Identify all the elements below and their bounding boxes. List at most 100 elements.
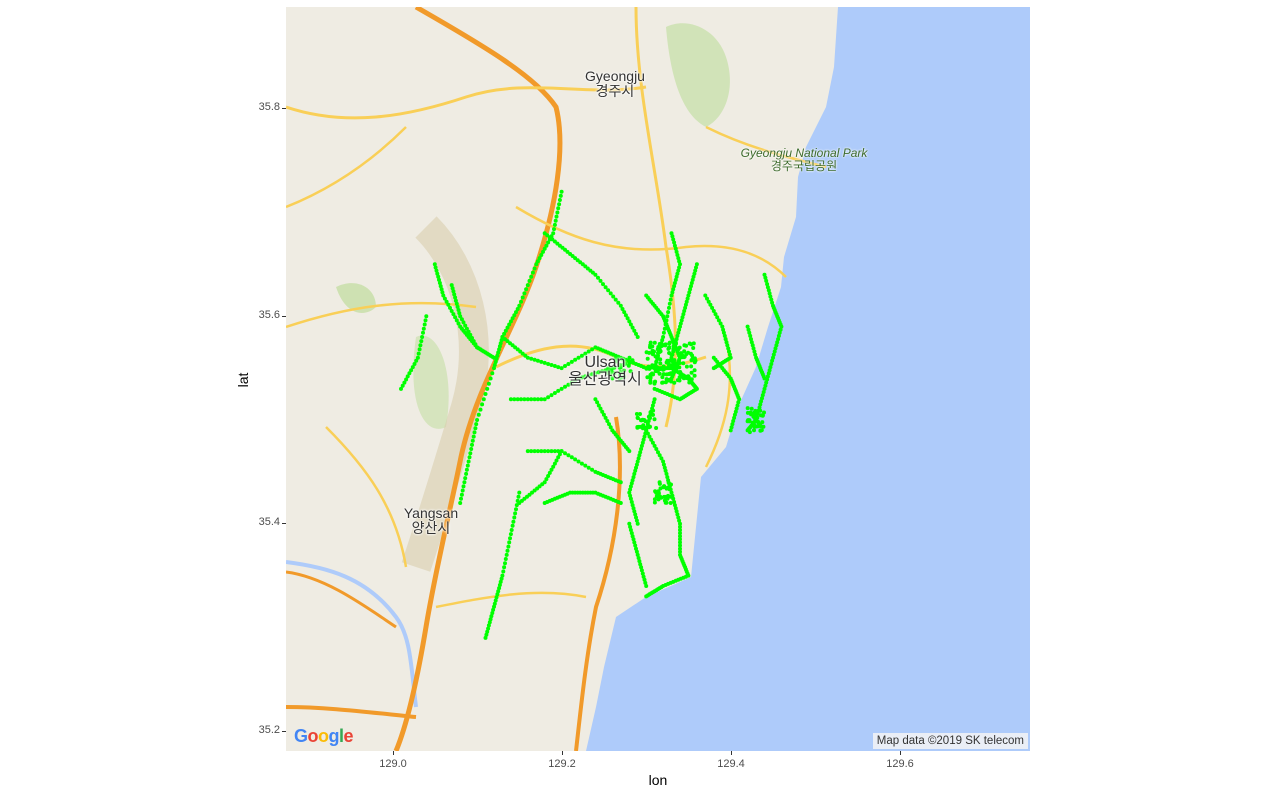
gps-point	[635, 415, 640, 420]
gps-point	[517, 490, 522, 495]
gps-point	[681, 361, 686, 366]
gps-point	[502, 331, 507, 336]
gps-point	[402, 380, 407, 385]
gps-point	[678, 321, 683, 326]
gps-point	[716, 318, 721, 323]
gps-point	[573, 357, 578, 362]
gps-point	[497, 586, 502, 591]
gps-point	[630, 503, 635, 508]
gps-point	[632, 540, 637, 545]
gps-point	[683, 305, 688, 310]
gps-point	[539, 253, 544, 257]
gps-point	[535, 397, 540, 402]
gps-point	[671, 237, 676, 242]
gps-point	[652, 500, 657, 505]
gps-point	[628, 496, 633, 501]
gps-point	[672, 500, 677, 504]
gps-point	[534, 262, 539, 267]
gps-point	[652, 417, 657, 422]
gps-point	[655, 347, 660, 352]
gps-point	[494, 595, 499, 600]
gps-point	[434, 268, 439, 273]
gps-point	[749, 406, 754, 411]
gps-point	[541, 249, 545, 254]
gps-point	[667, 305, 671, 310]
gps-point	[524, 287, 529, 292]
gps-point	[512, 313, 517, 318]
gps-point	[569, 380, 574, 385]
gps-point	[687, 380, 692, 385]
logo-letter: G	[294, 726, 308, 746]
gps-point	[769, 297, 774, 302]
gps-point	[672, 281, 677, 285]
gps-point	[549, 449, 554, 454]
gps-point	[557, 202, 562, 207]
gps-point	[660, 380, 665, 385]
gps-point	[765, 282, 770, 287]
gps-point	[566, 362, 571, 366]
gps-point	[658, 357, 663, 362]
gps-point	[731, 419, 736, 423]
gps-point	[647, 350, 652, 355]
gps-point	[727, 352, 732, 357]
gps-point	[590, 372, 595, 377]
gps-point	[671, 287, 676, 292]
gps-point	[497, 347, 502, 352]
gps-point	[750, 420, 755, 425]
gps-point	[613, 297, 618, 302]
gps-point	[563, 364, 567, 368]
gps-point	[678, 546, 682, 551]
x-tick-label: 129.6	[886, 758, 914, 770]
gps-point	[483, 392, 488, 396]
gps-point	[451, 312, 456, 317]
city-label-ulsan: Ulsan 울산광역시	[560, 354, 650, 389]
gps-point	[573, 457, 578, 462]
gps-point	[566, 382, 571, 387]
gps-point	[590, 347, 595, 352]
highway-coastal	[574, 416, 622, 751]
gps-point	[421, 330, 425, 335]
gps-point	[671, 344, 676, 349]
gps-point	[747, 419, 752, 424]
gps-point	[407, 371, 412, 376]
gps-point	[525, 449, 530, 454]
gps-point	[670, 359, 675, 364]
gps-point	[661, 372, 666, 377]
gps-point	[449, 309, 454, 313]
gps-point	[665, 475, 670, 480]
gps-point	[576, 459, 581, 464]
gps-point	[760, 420, 765, 425]
gps-point	[763, 275, 768, 280]
gps-point	[579, 353, 584, 358]
gps-point	[706, 299, 711, 304]
gps-point	[498, 579, 503, 584]
road-2	[286, 85, 647, 120]
gps-point	[421, 326, 426, 331]
gps-point	[485, 386, 490, 391]
gps-point	[495, 353, 500, 358]
gps-point	[455, 304, 460, 309]
gps-point	[676, 268, 681, 273]
gps-point	[665, 314, 670, 319]
gps-point	[460, 488, 465, 493]
gps-point	[606, 288, 611, 293]
x-tick-mark	[562, 751, 563, 755]
gps-point	[678, 370, 683, 374]
map-panel[interactable]: Gyeongju 경주시 Gyeongju National Park 경주국립…	[286, 7, 1030, 751]
gps-point	[732, 412, 737, 417]
gps-point	[527, 278, 532, 283]
gps-point	[643, 580, 648, 585]
gps-point	[633, 468, 638, 473]
gps-point	[586, 349, 591, 354]
gps-point	[414, 358, 419, 363]
gps-point	[676, 347, 681, 352]
gps-point	[631, 475, 636, 480]
gps-point	[657, 481, 662, 486]
sea	[586, 7, 1030, 751]
gps-point	[628, 524, 633, 529]
gps-point	[544, 243, 549, 248]
gps-point	[633, 543, 638, 548]
google-logo[interactable]: Google	[294, 726, 354, 747]
gps-point	[508, 532, 513, 537]
y-tick-label: 35.2	[258, 724, 280, 736]
